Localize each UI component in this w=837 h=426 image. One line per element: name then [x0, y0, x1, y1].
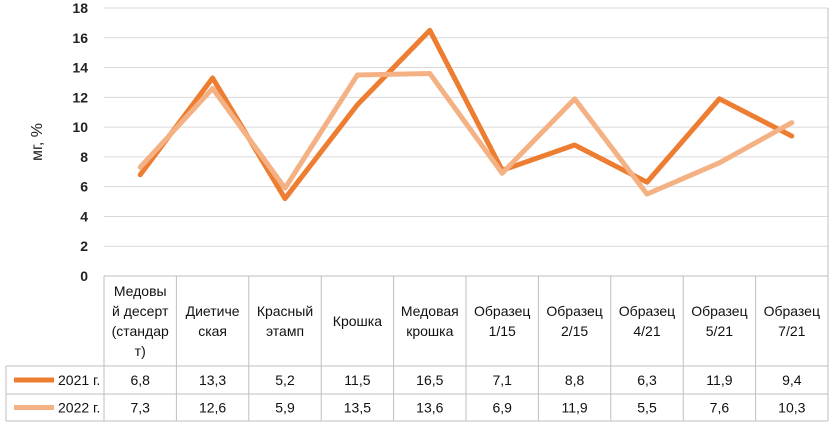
- table-cell-value: 13,5: [344, 400, 371, 416]
- category-label: Образец 4/21: [619, 303, 675, 339]
- y-tick-label: 4: [80, 208, 88, 224]
- table-cell-value: 10,3: [778, 400, 805, 416]
- y-tick-label: 12: [72, 89, 88, 105]
- grid-lines: [104, 7, 828, 277]
- table-cell-value: 16,5: [416, 372, 443, 388]
- data-table: [5, 8, 829, 422]
- y-tick-label: 10: [72, 119, 88, 135]
- y-tick-label: 14: [72, 60, 88, 76]
- table-cell-value: 11,5: [344, 372, 370, 388]
- table-cell-value: 6,8: [130, 372, 150, 388]
- table-cell-value: 7,6: [710, 400, 730, 416]
- table-cell-value: 11,9: [706, 372, 732, 388]
- table-cell-value: 6,9: [492, 400, 512, 416]
- category-label: Крошка: [333, 313, 382, 329]
- category-label: Медовая крошка: [401, 303, 459, 339]
- table-cell-value: 5,9: [275, 400, 295, 416]
- y-tick-label: 16: [72, 30, 88, 46]
- series-line-2: [137, 71, 795, 197]
- y-tick-label: 8: [80, 149, 88, 165]
- category-label: Образец 2/15: [546, 303, 602, 339]
- legend-label: 2022 г.: [58, 400, 100, 416]
- table-cell-value: 6,3: [637, 372, 657, 388]
- table-cell-value: 7,1: [492, 372, 512, 388]
- table-cell-value: 12,6: [199, 400, 226, 416]
- table-cell-value: 7,3: [130, 400, 150, 416]
- y-tick-label: 18: [72, 0, 88, 16]
- category-label: Диетиче ская: [186, 303, 240, 339]
- y-axis-ticks: 0 2 4 6 8 10 12 14 16 18: [72, 0, 88, 284]
- legend-label: 2021 г.: [58, 372, 100, 388]
- data-table-cells: 6,8 13,3 5,2 11,5 16,5 7,1 8,8 6,3 11,9 9,4 7,3 12,…: [130, 372, 805, 416]
- y-tick-label: 6: [80, 179, 88, 195]
- category-label: Медовы й десерт (стандар т): [112, 283, 169, 359]
- category-label: Образец 7/21: [764, 303, 820, 339]
- table-cell-value: 11,9: [561, 400, 587, 416]
- table-cell-value: 5,5: [637, 400, 657, 416]
- y-tick-label: 0: [80, 268, 88, 284]
- y-tick-label: 2: [80, 238, 88, 254]
- y-axis-label: мг, %: [29, 123, 46, 161]
- table-row-legend: 2021 г. 2022 г.: [14, 372, 100, 416]
- table-cell-value: 5,2: [275, 372, 295, 388]
- category-labels: Медовы й десерт (стандар т) Диетиче ская Красн…: [112, 283, 820, 359]
- series-lines: [137, 27, 795, 202]
- table-cell-value: 13,3: [199, 372, 226, 388]
- category-label: Образец 5/21: [691, 303, 747, 339]
- category-label: Красный этамп: [257, 303, 313, 339]
- table-cell-value: 13,6: [416, 400, 443, 416]
- table-cell-value: 8,8: [565, 372, 585, 388]
- category-label: Образец 1/15: [474, 303, 530, 339]
- table-cell-value: 9,4: [782, 372, 802, 388]
